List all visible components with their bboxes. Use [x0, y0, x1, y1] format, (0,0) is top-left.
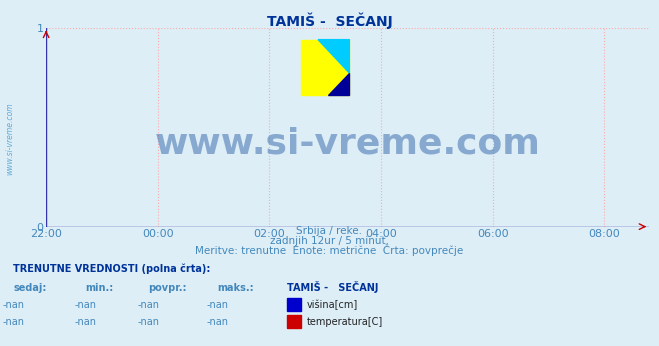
Text: temperatura[C]: temperatura[C]: [306, 317, 383, 327]
Text: -nan: -nan: [206, 317, 229, 327]
Text: TAMIŠ -   SEČANJ: TAMIŠ - SEČANJ: [287, 281, 378, 293]
Polygon shape: [301, 40, 349, 95]
Text: višina[cm]: višina[cm]: [306, 300, 358, 310]
Text: www.si-vreme.com: www.si-vreme.com: [155, 126, 540, 160]
Text: www.si-vreme.com: www.si-vreme.com: [5, 102, 14, 175]
Text: sedaj:: sedaj:: [13, 283, 47, 293]
Text: TAMIŠ -  SEČANJ: TAMIŠ - SEČANJ: [267, 12, 392, 29]
Text: -nan: -nan: [137, 300, 159, 310]
Text: -nan: -nan: [206, 300, 229, 310]
Text: maks.:: maks.:: [217, 283, 254, 293]
Polygon shape: [328, 73, 349, 95]
Text: Srbija / reke.: Srbija / reke.: [297, 226, 362, 236]
Text: -nan: -nan: [2, 300, 24, 310]
Text: -nan: -nan: [2, 317, 24, 327]
Text: zadnjih 12ur / 5 minut.: zadnjih 12ur / 5 minut.: [270, 236, 389, 246]
Text: -nan: -nan: [137, 317, 159, 327]
Text: -nan: -nan: [74, 317, 97, 327]
Text: -nan: -nan: [74, 300, 97, 310]
Text: Meritve: trenutne  Enote: metrične  Črta: povprečje: Meritve: trenutne Enote: metrične Črta: …: [195, 244, 464, 256]
Text: min.:: min.:: [86, 283, 114, 293]
Polygon shape: [318, 40, 349, 73]
Text: TRENUTNE VREDNOSTI (polna črta):: TRENUTNE VREDNOSTI (polna črta):: [13, 263, 211, 274]
Text: povpr.:: povpr.:: [148, 283, 186, 293]
